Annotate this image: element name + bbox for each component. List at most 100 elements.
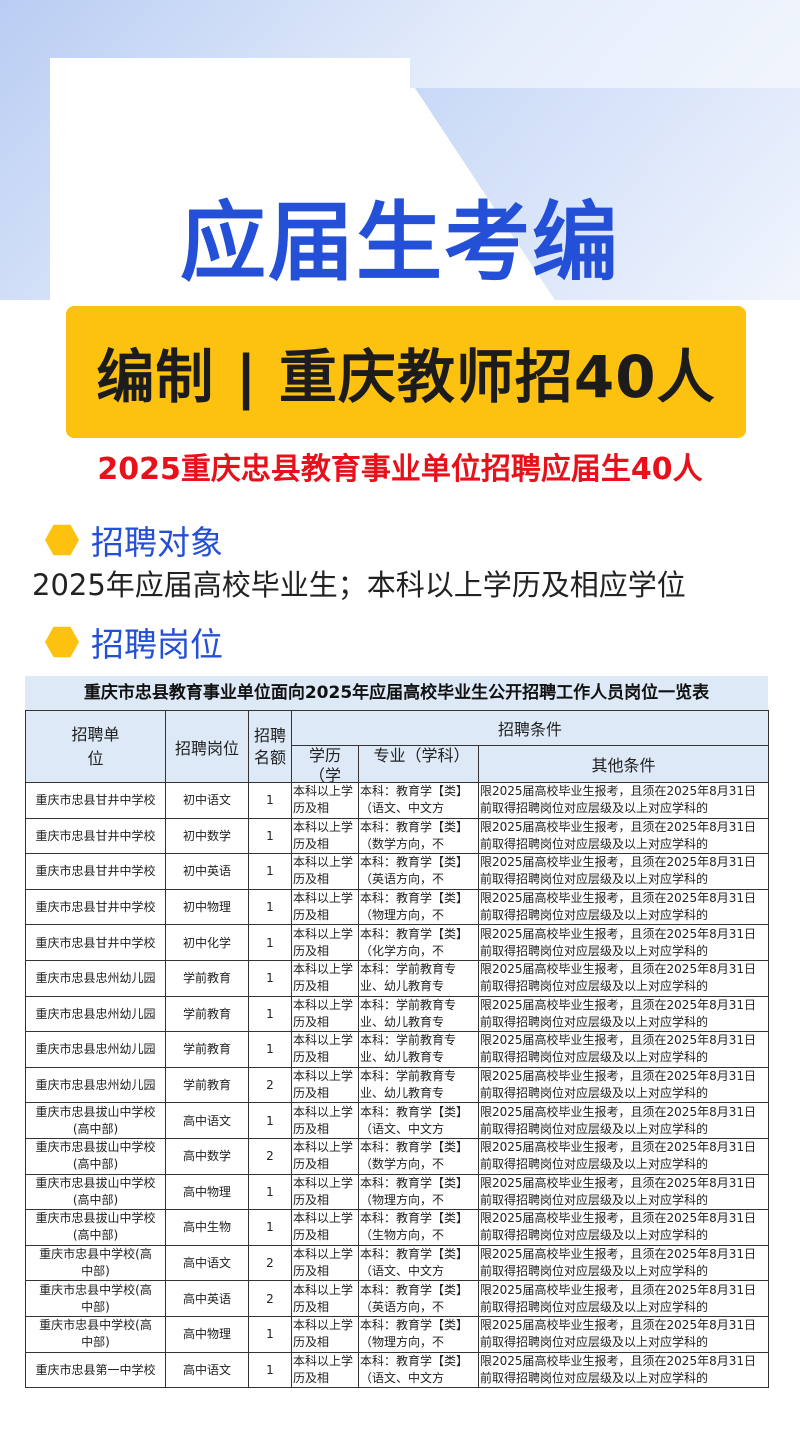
major-cell: 本科：教育学【类】（物理方向，不 [358,1315,479,1353]
other-cell: 限2025届高校毕业生报考，且须在2025年8月31日前取得招聘岗位对应层级及以… [478,1244,769,1282]
header-post: 招聘岗位 [165,710,249,783]
other-cell: 限2025届高校毕业生报考，且须在2025年8月31日前取得招聘岗位对应层级及以… [478,1173,769,1211]
major-cell: 本科：学前教育专业、幼儿教育专 [358,1066,479,1104]
edu-cell: 本科以上学历及相 [291,817,359,855]
major-cell: 本科：学前教育专业、幼儿教育专 [358,995,479,1033]
other-cell: 限2025届高校毕业生报考，且须在2025年8月31日前取得招聘岗位对应层级及以… [478,1351,769,1389]
subtitle: 2025重庆忠县教育事业单位招聘应届生40人 [97,452,703,487]
other-cell: 限2025届高校毕业生报考，且须在2025年8月31日前取得招聘岗位对应层级及以… [478,1137,769,1175]
table-row: 重庆市忠县拔山中学校(高中部) 高中生物 1 本科以上学历及相 本科：教育学【类】（生物… [25,1209,769,1246]
edu-cell: 本科以上学历及相 [291,924,359,961]
count-cell: 2 [248,1137,292,1175]
other-cell: 限2025届高校毕业生报考，且须在2025年8月31日前取得招聘岗位对应层级及以… [478,782,769,819]
unit-cell: 重庆市忠县甘井中学校 [25,888,166,926]
major-cell: 本科：教育学【类】（英语方向，不 [358,853,479,890]
table-row: 重庆市忠县甘井中学校 初中英语 1 本科以上学历及相 本科：教育学【类】（英语方向，不限… [25,853,769,890]
post-cell: 高中数学 [165,1137,249,1175]
post-cell: 高中物理 [165,1315,249,1353]
other-cell: 限2025届高校毕业生报考，且须在2025年8月31日前取得招聘岗位对应层级及以… [478,959,769,997]
edu-cell: 本科以上学历及相 [291,782,359,819]
unit-cell: 重庆市忠县忠州幼儿园 [25,1066,166,1104]
count-cell: 2 [248,1066,292,1104]
hexagon-bullet-icon [45,524,79,556]
edu-cell: 本科以上学历及相 [291,1066,359,1104]
edu-cell: 本科以上学历及相 [291,1173,359,1211]
edu-cell: 本科以上学历及相 [291,1351,359,1389]
post-cell: 学前教育 [165,1031,249,1068]
table-row: 重庆市忠县拔山中学校(高中部) 高中语文 1 本科以上学历及相 本科：教育学【类】（语文… [25,1102,769,1139]
section-title: 招聘对象 [91,523,223,562]
count-cell: 1 [248,1173,292,1211]
table-title: 重庆市忠县教育事业单位面向2025年应届高校毕业生公开招聘工作人员岗位一览表 [25,676,768,710]
header-major: 专业（学科） [358,745,479,783]
section-title: 招聘岗位 [91,625,223,664]
count-cell: 1 [248,1351,292,1389]
table-row: 重庆市忠县忠州幼儿园 学前教育 2 本科以上学历及相 本科：学前教育专业、幼儿教育专 限2… [25,1066,769,1104]
other-cell: 限2025届高校毕业生报考，且须在2025年8月31日前取得招聘岗位对应层级及以… [478,1031,769,1068]
edu-cell: 本科以上学历及相 [291,888,359,926]
post-cell: 学前教育 [165,1066,249,1104]
header-unit: 招聘单位 [25,710,166,783]
post-cell: 初中物理 [165,888,249,926]
table-row: 重庆市忠县第一中学校 高中语文 1 本科以上学历及相 本科：教育学【类】（语文、中文方限… [25,1351,769,1389]
post-cell: 高中语文 [165,1244,249,1282]
other-cell: 限2025届高校毕业生报考，且须在2025年8月31日前取得招聘岗位对应层级及以… [478,853,769,890]
section-target: 招聘对象 [45,516,223,564]
other-cell: 限2025届高校毕业生报考，且须在2025年8月31日前取得招聘岗位对应层级及以… [478,817,769,855]
major-cell: 本科：教育学【类】（物理方向，不 [358,888,479,926]
headline: 应届生考编 [180,193,620,293]
count-cell: 1 [248,853,292,890]
unit-cell: 重庆市忠县拔山中学校(高中部) [25,1209,166,1246]
count-cell: 1 [248,959,292,997]
major-cell: 本科：学前教育专业、幼儿教育专 [358,959,479,997]
table-row: 重庆市忠县忠州幼儿园 学前教育 1 本科以上学历及相 本科：学前教育专业、幼儿教育专 限2… [25,1031,769,1068]
major-cell: 本科：教育学【类】（物理方向，不 [358,1173,479,1211]
other-cell: 限2025届高校毕业生报考，且须在2025年8月31日前取得招聘岗位对应层级及以… [478,1315,769,1353]
major-cell: 本科：教育学【类】（语文、中文方 [358,1102,479,1139]
post-cell: 初中数学 [165,817,249,855]
unit-cell: 重庆市忠县中学校(高中部) [25,1315,166,1353]
edu-cell: 本科以上学历及相 [291,959,359,997]
unit-cell: 重庆市忠县中学校(高中部) [25,1280,166,1317]
other-cell: 限2025届高校毕业生报考，且须在2025年8月31日前取得招聘岗位对应层级及以… [478,1066,769,1104]
edu-cell: 本科以上学历及相 [291,1315,359,1353]
post-cell: 高中物理 [165,1173,249,1211]
header-count: 招聘名额 [248,710,292,783]
other-cell: 限2025届高校毕业生报考，且须在2025年8月31日前取得招聘岗位对应层级及以… [478,1280,769,1317]
count-cell: 1 [248,888,292,926]
unit-cell: 重庆市忠县拔山中学校(高中部) [25,1173,166,1211]
count-cell: 2 [248,1244,292,1282]
header-edu: 学历（学位） [291,745,359,783]
table-row: 重庆市忠县拔山中学校(高中部) 高中物理 1 本科以上学历及相 本科：教育学【类】（物理… [25,1173,769,1211]
edu-cell: 本科以上学历及相 [291,1280,359,1317]
other-cell: 限2025届高校毕业生报考，且须在2025年8月31日前取得招聘岗位对应层级及以… [478,995,769,1033]
table-row: 重庆市忠县拔山中学校(高中部) 高中数学 2 本科以上学历及相 本科：教育学【类】（数学… [25,1137,769,1175]
major-cell: 本科：教育学【类】（化学方向，不 [358,924,479,961]
table-row: 重庆市忠县甘井中学校 初中语文 1 本科以上学历及相 本科：教育学【类】（语文、中文方限… [25,782,769,819]
positions-table: 重庆市忠县教育事业单位面向2025年应届高校毕业生公开招聘工作人员岗位一览表 招… [25,676,769,1389]
major-cell: 本科：教育学【类】（生物方向，不 [358,1209,479,1246]
section-positions: 招聘岗位 [45,618,223,666]
table-row: 重庆市忠县中学校(高中部) 高中英语 2 本科以上学历及相 本科：教育学【类】（英语方向… [25,1280,769,1317]
edu-cell: 本科以上学历及相 [291,853,359,890]
major-cell: 本科：学前教育专业、幼儿教育专 [358,1031,479,1068]
edu-cell: 本科以上学历及相 [291,1031,359,1068]
post-cell: 学前教育 [165,995,249,1033]
other-cell: 限2025届高校毕业生报考，且须在2025年8月31日前取得招聘岗位对应层级及以… [478,1209,769,1246]
post-cell: 高中语文 [165,1351,249,1389]
table-row: 重庆市忠县忠州幼儿园 学前教育 1 本科以上学历及相 本科：学前教育专业、幼儿教育专 限2… [25,995,769,1033]
header-other: 其他条件 [478,745,769,783]
count-cell: 1 [248,924,292,961]
header-conditions: 招聘条件 [291,710,769,746]
major-cell: 本科：教育学【类】（英语方向，不 [358,1280,479,1317]
other-cell: 限2025届高校毕业生报考，且须在2025年8月31日前取得招聘岗位对应层级及以… [478,1102,769,1139]
post-cell: 高中生物 [165,1209,249,1246]
count-cell: 1 [248,1031,292,1068]
other-cell: 限2025届高校毕业生报考，且须在2025年8月31日前取得招聘岗位对应层级及以… [478,888,769,926]
section-text: 2025年应届高校毕业生；本科以上学历及相应学位 [32,568,686,602]
unit-cell: 重庆市忠县中学校(高中部) [25,1244,166,1282]
unit-cell: 重庆市忠县拔山中学校(高中部) [25,1102,166,1139]
edu-cell: 本科以上学历及相 [291,1244,359,1282]
table-row: 重庆市忠县甘井中学校 初中化学 1 本科以上学历及相 本科：教育学【类】（化学方向，不限… [25,924,769,961]
hexagon-bullet-icon [45,626,79,658]
